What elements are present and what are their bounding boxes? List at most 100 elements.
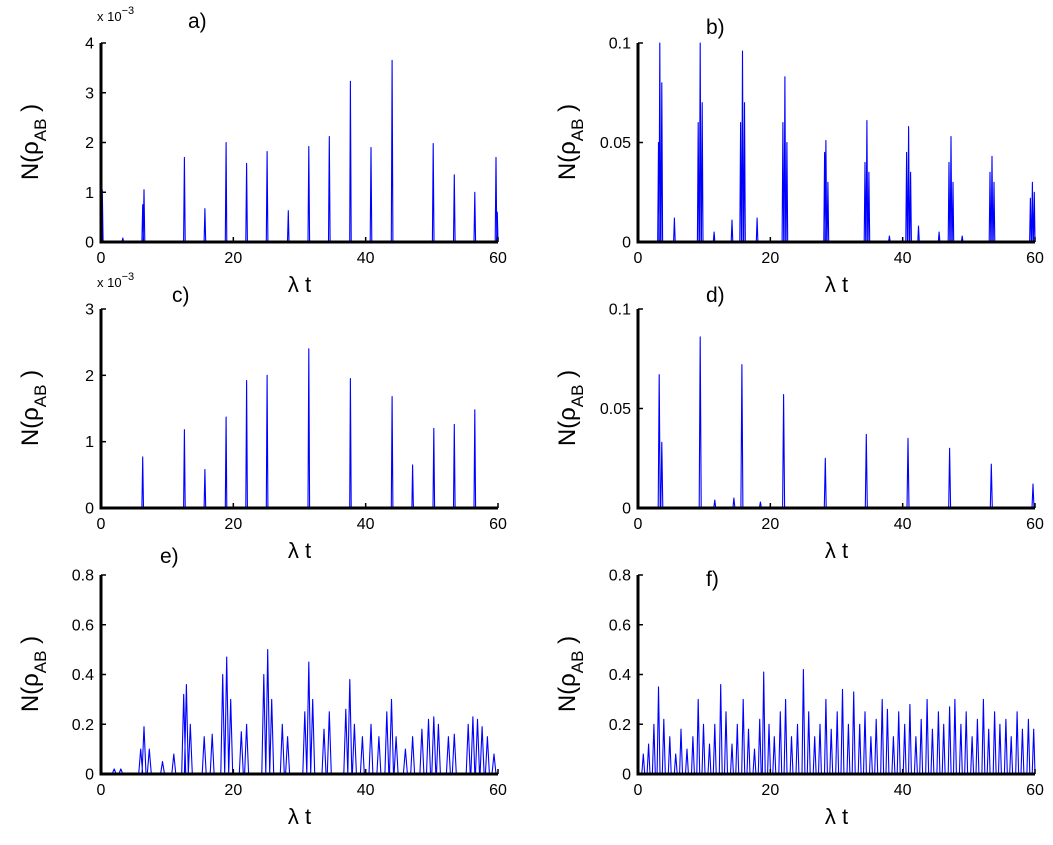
y-tick-label: 0.8	[72, 568, 94, 585]
x-tick-label: 20	[224, 516, 242, 533]
x-tick-label: 0	[97, 782, 106, 799]
y-axis-label: N(ρAB )	[554, 370, 587, 446]
panel-letter: c)	[172, 284, 190, 307]
x-axis-label: λ t	[825, 272, 848, 297]
y-tick-label: 0	[85, 501, 94, 518]
y-tick-label: 2	[85, 135, 94, 152]
y-tick-label: 0	[622, 501, 631, 518]
y-axis-label: N(ρAB )	[554, 104, 587, 180]
y-axis-label-subscript: AB	[568, 385, 587, 408]
x-tick-label: 40	[357, 250, 375, 267]
y-axis-label-main: N(ρ	[17, 407, 44, 446]
x-tick-label: 40	[894, 516, 912, 533]
x-tick-label: 20	[224, 250, 242, 267]
x-axis-label: λ t	[288, 272, 311, 297]
x-tick-label: 60	[489, 250, 507, 267]
y-axis-label-close: )	[17, 636, 44, 651]
series-line	[101, 348, 498, 509]
y-tick-label: 0.8	[609, 568, 631, 585]
y-axis-label-subscript: AB	[31, 119, 50, 142]
y-axis-label-main: N(ρ	[17, 673, 44, 712]
y-tick-label: 0	[622, 767, 631, 784]
y-tick-label: 1	[85, 185, 94, 202]
y-tick-label: 0	[85, 235, 94, 252]
y-axis-label-main: N(ρ	[17, 141, 44, 180]
y-tick-label: 3	[85, 85, 94, 102]
y-axis-label: N(ρAB )	[17, 104, 50, 180]
x-tick-label: 20	[761, 516, 779, 533]
panel-letter: a)	[188, 10, 207, 33]
series-line	[638, 336, 1035, 509]
x-tick-label: 0	[634, 782, 643, 799]
y-axis-label-close: )	[17, 370, 44, 385]
y-tick-label: 4	[85, 36, 94, 53]
y-tick-label: 0	[85, 767, 94, 784]
y-tick-label: 0	[622, 235, 631, 252]
y-axis-label: N(ρAB )	[17, 636, 50, 712]
exponent-superscript: −3	[122, 271, 135, 283]
x-axis-label: λ t	[825, 538, 848, 563]
y-tick-label: 0.1	[609, 302, 631, 319]
x-tick-label: 0	[634, 516, 643, 533]
y-tick-label: 0.6	[72, 617, 94, 634]
panel-e: 0 20 40 60 0 0.2 0.4 0.6 0.8 e) λ t N(ρAB )	[17, 545, 507, 829]
y-axis-label-main: N(ρ	[554, 141, 581, 180]
y-axis-label-close: )	[554, 370, 581, 385]
x-tick-label: 20	[761, 250, 779, 267]
panel-letter: e)	[160, 545, 179, 568]
x-tick-label: 20	[761, 782, 779, 799]
panel-d: 0 20 40 60 0 0.05 0.1 d) λ t N(ρAB )	[554, 284, 1044, 563]
y-tick-label: 2	[85, 368, 94, 385]
y-tick-label: 0.2	[609, 717, 631, 734]
y-tick-label: 0.05	[600, 135, 631, 152]
y-tick-label: 0.4	[609, 667, 631, 684]
exponent-label: x 10−3	[97, 271, 134, 290]
x-tick-label: 40	[357, 782, 375, 799]
y-axis-label-main: N(ρ	[554, 673, 581, 712]
x-tick-label: 60	[489, 516, 507, 533]
y-axis-label-close: )	[17, 104, 44, 119]
panel-b: 0 20 40 60 0 0.05 0.1 b) λ t N(ρAB )	[554, 16, 1044, 297]
x-tick-label: 40	[894, 250, 912, 267]
y-tick-label: 0.05	[600, 401, 631, 418]
y-axis-label-close: )	[554, 104, 581, 119]
x-tick-label: 40	[894, 782, 912, 799]
x-tick-label: 40	[357, 516, 375, 533]
panel-letter: b)	[706, 16, 725, 39]
panel-letter: f)	[706, 568, 719, 591]
x-tick-label: 0	[634, 250, 643, 267]
y-axis-label: N(ρAB )	[554, 636, 587, 712]
x-tick-label: 0	[97, 516, 106, 533]
y-axis-label-close: )	[554, 636, 581, 651]
x-tick-label: 20	[224, 782, 242, 799]
y-tick-label: 0.4	[72, 667, 94, 684]
y-axis-label-subscript: AB	[568, 651, 587, 674]
y-tick-label: 0.2	[72, 717, 94, 734]
y-tick-label: 0.1	[609, 36, 631, 53]
exponent-superscript: −3	[122, 5, 135, 17]
x-axis-label: λ t	[288, 804, 311, 829]
y-tick-label: 3	[85, 302, 94, 319]
y-axis-label-subscript: AB	[568, 119, 587, 142]
x-tick-label: 60	[489, 782, 507, 799]
series-line	[638, 42, 1036, 243]
x-tick-label: 60	[1026, 250, 1044, 267]
x-tick-label: 60	[1026, 782, 1044, 799]
x-axis-label: λ t	[288, 538, 311, 563]
y-axis-label-subscript: AB	[31, 651, 50, 674]
series-line	[638, 668, 1036, 775]
x-axis-label: λ t	[825, 804, 848, 829]
series-line	[101, 649, 498, 775]
y-axis-label-subscript: AB	[31, 385, 50, 408]
panel-c: 0 20 40 60 0 1 2 3x 10−3 c) λ t N(ρAB )	[17, 271, 507, 563]
y-tick-label: 0.6	[609, 617, 631, 634]
panel-f: 0 20 40 60 0 0.2 0.4 0.6 0.8 f) λ t N(ρAB )	[554, 568, 1044, 830]
x-tick-label: 0	[97, 250, 106, 267]
panel-letter: d)	[706, 284, 725, 307]
exponent-label: x 10−3	[97, 5, 134, 24]
y-axis-label-main: N(ρ	[554, 407, 581, 446]
y-axis-label: N(ρAB )	[17, 370, 50, 446]
x-tick-label: 60	[1026, 516, 1044, 533]
